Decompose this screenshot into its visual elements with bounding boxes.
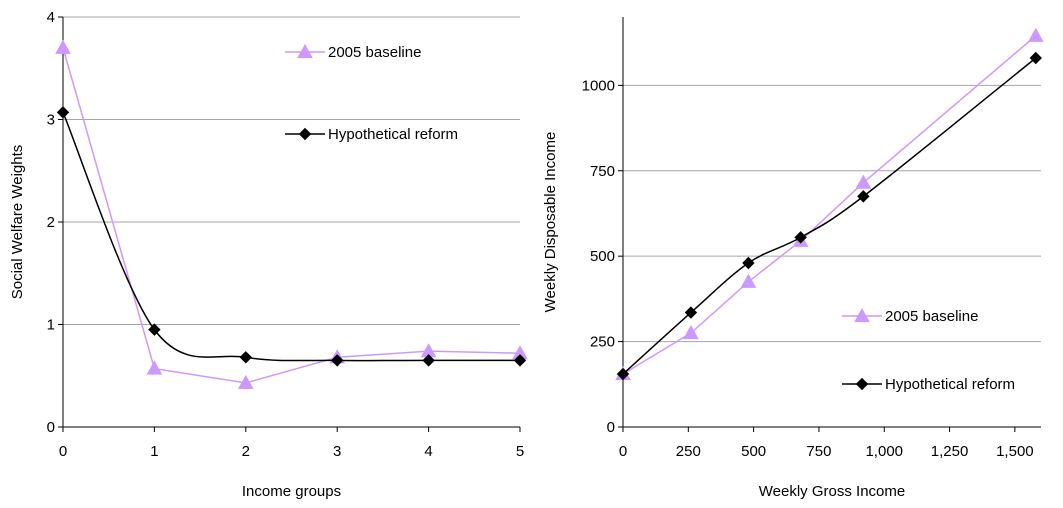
x-tick-label: 750: [806, 443, 831, 460]
data-point: [330, 354, 344, 367]
data-point: [239, 351, 253, 364]
data-point: [857, 190, 870, 203]
data-point: [1027, 27, 1044, 42]
series-reform: [56, 106, 527, 367]
x-tick-label: 250: [676, 443, 701, 460]
legend-label: 2005 baseline: [328, 44, 421, 61]
legend: 2005 baseline Hypothetical reform: [842, 307, 1015, 393]
y-tick-label: 0: [607, 419, 615, 436]
y-tick-label: 0: [47, 419, 55, 436]
data-point: [148, 323, 161, 336]
x-tick-label: 3: [333, 443, 341, 460]
y-tick-label: 500: [590, 248, 615, 265]
x-tick-label: 1,250: [931, 443, 969, 460]
data-point: [146, 360, 163, 375]
legend-item: Hypothetical reform: [842, 376, 1015, 393]
series-baseline: [615, 27, 1044, 381]
x-tick-label: 5: [516, 443, 524, 460]
data-point: [794, 231, 807, 244]
series-line: [622, 57, 1037, 375]
data-point: [740, 273, 757, 288]
data-point: [513, 354, 527, 367]
data-point: [742, 256, 755, 270]
x-tick-label: 500: [741, 443, 766, 460]
x-tick-label: 0: [59, 443, 67, 460]
x-tick-label: 1,000: [865, 443, 903, 460]
data-point: [683, 325, 699, 340]
legend-label: Hypothetical reform: [885, 376, 1015, 393]
series-line: [62, 47, 521, 384]
gridlines: [623, 84, 1041, 343]
y-tick-label: 1: [47, 317, 55, 334]
legend-item: Hypothetical reform: [285, 126, 458, 143]
y-tick-label: 3: [47, 112, 55, 129]
y-tick-label: 4: [47, 9, 55, 26]
welfare-weights-chart: 0 1 2 3 4 0 1 2 3 4 5 Income groups Social Welfare W…: [9, 9, 528, 500]
x-tick-label: 2: [242, 443, 250, 460]
y-tick-label: 2: [47, 214, 55, 231]
disposable-income-chart: 0 250 500 750 1000 0 250 500 750 1,000 1,250 1,500 W…: [542, 17, 1044, 500]
legend-marker: [297, 43, 313, 59]
data-point: [1029, 51, 1042, 65]
data-point: [56, 106, 70, 119]
x-tick-label: 0: [619, 443, 627, 460]
data-point: [855, 174, 872, 189]
series-line: [62, 112, 520, 362]
legend-label: 2005 baseline: [885, 308, 978, 325]
series-line: [622, 35, 1037, 375]
legend-item: 2005 baseline: [285, 43, 421, 61]
gridlines: [63, 16, 520, 325]
data-point: [684, 306, 698, 319]
y-tick-label: 1000: [582, 77, 615, 94]
legend-item: 2005 baseline: [842, 307, 978, 325]
x-tick-label: 1,500: [996, 443, 1034, 460]
legend-marker: [855, 377, 869, 391]
x-axis-title: Weekly Gross Income: [759, 483, 905, 500]
legend-label: Hypothetical reform: [328, 126, 458, 143]
series-reform: [616, 51, 1042, 381]
series-baseline: [55, 39, 528, 390]
x-tick-label: 1: [150, 443, 158, 460]
legend-marker: [854, 307, 870, 323]
data-point: [422, 354, 435, 367]
y-tick-label: 250: [590, 334, 615, 351]
x-axis-title: Income groups: [242, 483, 341, 500]
legend-marker: [298, 127, 312, 141]
data-point: [55, 39, 71, 54]
y-axis-title: Weekly Disposable Income: [542, 132, 559, 313]
y-axis-title: Social Welfare Weights: [9, 145, 26, 300]
data-point: [237, 374, 254, 390]
data-point: [616, 367, 630, 381]
x-tick-label: 4: [424, 443, 432, 460]
legend: 2005 baseline Hypothetical reform: [285, 43, 458, 143]
y-tick-label: 750: [590, 163, 615, 180]
